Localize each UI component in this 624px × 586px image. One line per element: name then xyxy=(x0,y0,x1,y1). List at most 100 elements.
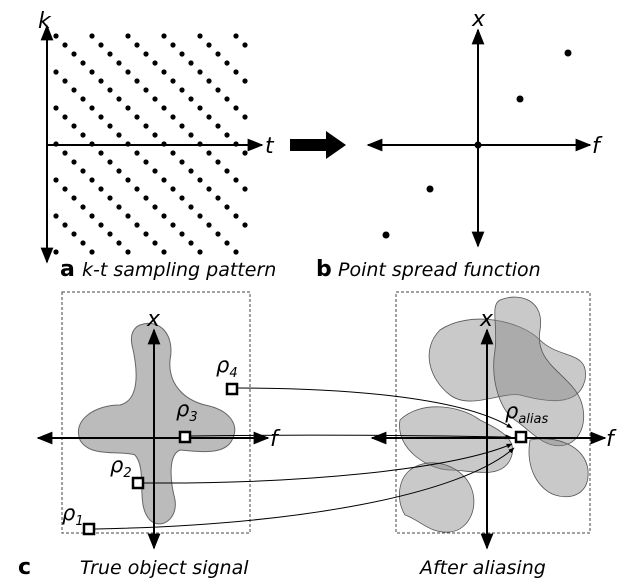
sample-dot xyxy=(161,69,166,74)
sample-dot xyxy=(233,249,238,254)
sample-dot xyxy=(233,105,238,110)
subscript: alias xyxy=(518,412,548,427)
panel-label: a xyxy=(60,257,75,282)
sample-dot xyxy=(107,195,112,200)
sample-dot xyxy=(242,42,247,47)
sample-dot xyxy=(62,78,67,83)
sample-dot xyxy=(170,186,175,191)
sample-dot xyxy=(179,87,184,92)
point-label: ρ1 xyxy=(62,501,84,529)
sample-dot xyxy=(143,195,148,200)
sample-dot xyxy=(125,213,130,218)
sample-dot xyxy=(80,240,85,245)
sample-dot xyxy=(224,240,229,245)
sample-dot xyxy=(161,177,166,182)
sample-dot xyxy=(71,231,76,236)
sample-dot xyxy=(215,231,220,236)
sample-dot xyxy=(98,186,103,191)
sample-dot xyxy=(152,96,157,101)
symbol: ρ xyxy=(62,501,76,525)
sample-dot xyxy=(62,42,67,47)
caption: k-t sampling pattern xyxy=(82,259,276,281)
sample-dot xyxy=(53,33,58,38)
sample-dot xyxy=(215,123,220,128)
sample-dot xyxy=(116,240,121,245)
sample-dot xyxy=(62,114,67,119)
sample-dot xyxy=(116,60,121,65)
point-label: ρ4 xyxy=(216,353,238,381)
caption: After aliasing xyxy=(418,557,546,579)
sample-dot xyxy=(125,33,130,38)
sample-dot xyxy=(62,222,67,227)
axis-label: x xyxy=(471,7,486,32)
sample-dot xyxy=(170,150,175,155)
caption: Point spread function xyxy=(338,259,541,281)
sample-dot xyxy=(98,150,103,155)
sample-dot xyxy=(125,105,130,110)
symbol: ρ xyxy=(176,397,190,421)
symbol: ρ xyxy=(505,399,519,423)
sample-dot xyxy=(53,177,58,182)
sample-dot xyxy=(215,87,220,92)
sample-dot xyxy=(71,159,76,164)
caption: True object signal xyxy=(80,557,249,579)
sample-dot xyxy=(224,204,229,209)
sample-dot xyxy=(89,33,94,38)
sample-dot xyxy=(197,177,202,182)
axis-label: x xyxy=(146,307,161,332)
sample-dot xyxy=(53,249,58,254)
sample-dot xyxy=(80,60,85,65)
sample-dot xyxy=(80,96,85,101)
sample-dot xyxy=(215,195,220,200)
sample-dot xyxy=(188,204,193,209)
sample-dot xyxy=(197,249,202,254)
sample-dot xyxy=(206,222,211,227)
sample-dot xyxy=(161,249,166,254)
sample-dot xyxy=(80,168,85,173)
sample-dot xyxy=(242,114,247,119)
sample-dot xyxy=(125,249,130,254)
sample-dot xyxy=(161,33,166,38)
sample-dot xyxy=(143,159,148,164)
sample-dot xyxy=(98,114,103,119)
sample-dot xyxy=(107,123,112,128)
sample-dot xyxy=(134,186,139,191)
sample-dot xyxy=(233,213,238,218)
sample-dot xyxy=(152,240,157,245)
sample-dot xyxy=(188,96,193,101)
sample-dot xyxy=(98,42,103,47)
sample-dot xyxy=(188,168,193,173)
sample-dot xyxy=(206,78,211,83)
sample-dot xyxy=(224,96,229,101)
sample-dot xyxy=(116,168,121,173)
sample-dot xyxy=(134,42,139,47)
axis-label: f xyxy=(592,134,603,159)
point-marker xyxy=(180,432,190,442)
sample-dot xyxy=(161,105,166,110)
sample-dot xyxy=(107,87,112,92)
sample-dot xyxy=(71,51,76,56)
point-marker xyxy=(84,524,94,534)
symbol: ρ xyxy=(216,353,230,377)
sample-dot xyxy=(233,33,238,38)
point-marker xyxy=(133,478,143,488)
sample-dot xyxy=(125,69,130,74)
sample-dot xyxy=(80,204,85,209)
aliased-signal xyxy=(399,297,588,532)
sample-dot xyxy=(170,42,175,47)
sample-dot xyxy=(89,105,94,110)
subscript: 2 xyxy=(123,466,131,481)
sample-dot xyxy=(215,159,220,164)
sample-dot xyxy=(107,159,112,164)
subscript: 4 xyxy=(229,366,237,381)
sample-dot xyxy=(89,249,94,254)
sample-dot xyxy=(188,60,193,65)
sample-dot xyxy=(125,177,130,182)
sample-dot xyxy=(197,213,202,218)
sample-dot xyxy=(197,33,202,38)
axis-label: x xyxy=(479,307,494,332)
sample-dot xyxy=(197,69,202,74)
sample-dot xyxy=(242,78,247,83)
sample-dot xyxy=(152,168,157,173)
sample-dot xyxy=(170,222,175,227)
